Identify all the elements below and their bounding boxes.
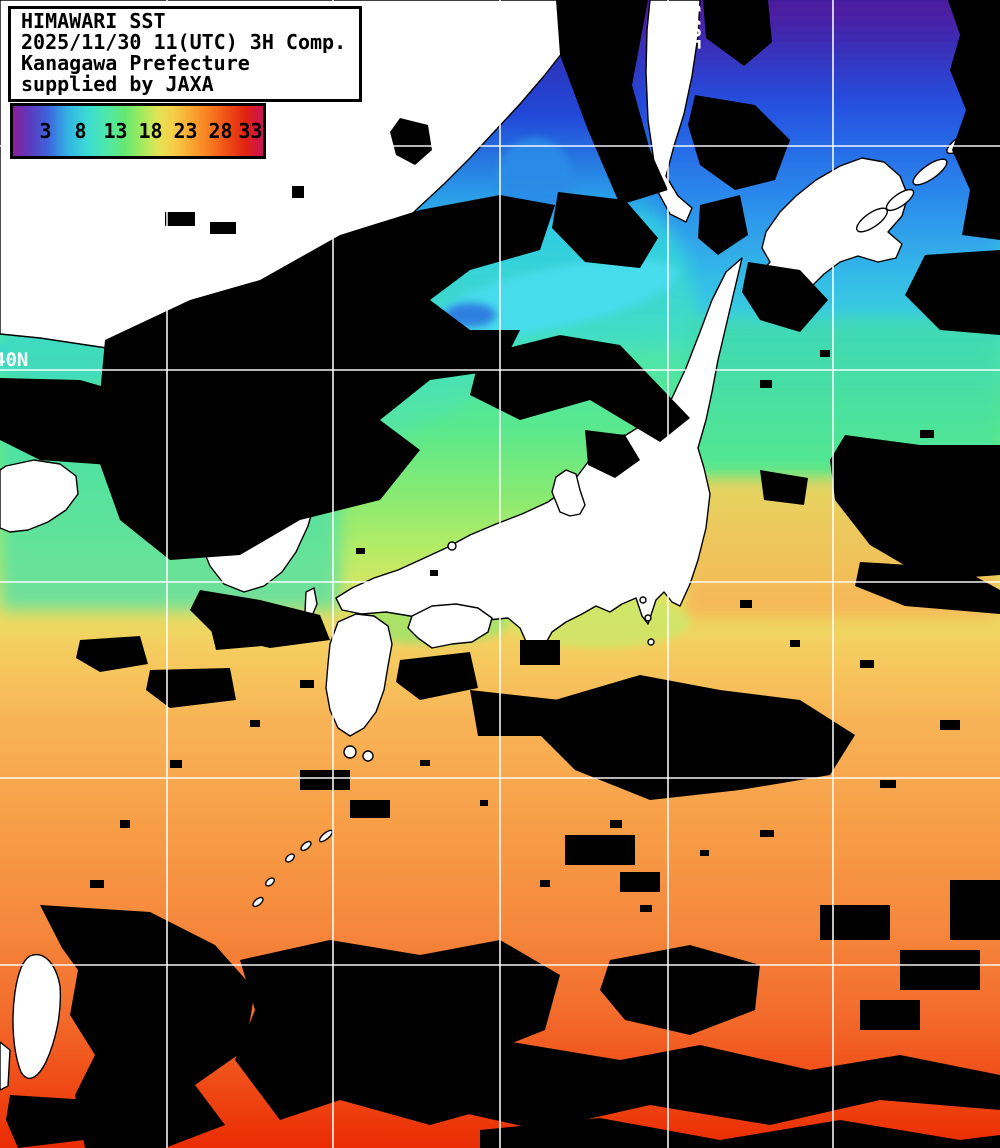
cloud-patch <box>480 1118 1000 1148</box>
datetime-line: 2025/11/30 11(UTC) 3H Comp. <box>21 30 347 54</box>
cloud-patch <box>470 690 560 736</box>
colorbar-tick: 3 <box>39 119 52 143</box>
cloud-patch <box>470 335 690 442</box>
cloud-patch <box>905 250 1000 335</box>
product-title: HIMAWARI SST <box>21 9 166 33</box>
cloud-speck <box>520 640 560 665</box>
cloud-patch <box>688 95 790 190</box>
cloud-patch <box>552 192 658 268</box>
ryukyu-island <box>300 840 312 852</box>
izu-island <box>644 614 652 622</box>
cloud-patch <box>6 1095 90 1148</box>
cloud-patch <box>146 668 236 708</box>
cloud-patch <box>948 0 1000 240</box>
island-oki <box>447 541 457 551</box>
colorbar-tick: 18 <box>138 119 163 143</box>
land-tsushima <box>304 587 318 617</box>
land-honshu <box>335 257 743 659</box>
latitude-label-40n: 40N <box>0 349 28 371</box>
cloud-speck <box>300 770 350 790</box>
land-small-islands <box>0 541 655 1091</box>
land-shikoku <box>407 603 493 649</box>
cloud-patch <box>600 945 760 1035</box>
colorbar-tick: 28 <box>208 119 233 143</box>
cloud-patch <box>210 622 262 650</box>
cold-water-region <box>630 0 1000 348</box>
cloud-speckles <box>90 350 960 912</box>
ryukyu-island <box>265 877 275 887</box>
izu-island <box>647 638 655 646</box>
cloud-patch <box>855 562 1000 614</box>
kuril-island <box>912 158 948 186</box>
cloud-speck <box>620 872 660 892</box>
region-line: Kanagawa Prefecture <box>21 51 250 75</box>
cloud-patch <box>390 1040 1000 1130</box>
land-taiwan <box>12 953 62 1080</box>
cloud-speck <box>900 950 980 990</box>
cloud-speck <box>860 1000 920 1030</box>
cloud-speck <box>950 880 1000 940</box>
cloud-speck <box>820 905 890 940</box>
cloud-patch <box>698 195 748 255</box>
cloud-speck <box>165 212 195 226</box>
ryukyu-island <box>285 853 295 863</box>
kuril-island <box>885 188 915 212</box>
izu-island <box>639 596 647 604</box>
cloud-speck <box>565 835 635 865</box>
cloud-patch <box>585 430 640 478</box>
cloud-patch <box>703 0 772 66</box>
island-tanegashima <box>362 750 374 762</box>
colorbar-tick: 13 <box>103 119 128 143</box>
cloud-patch <box>760 470 808 505</box>
cloud-speck <box>350 800 390 818</box>
cloud-patch <box>742 262 828 332</box>
land-shandong <box>0 459 79 533</box>
cloud-patch <box>556 0 668 205</box>
land-noto-peninsula <box>551 469 586 517</box>
longitude-label-140e: 140E <box>682 4 704 50</box>
land-hokkaido <box>751 157 909 303</box>
cloud-sea-of-japan <box>95 195 555 560</box>
cloud-kuroshio-mass <box>540 675 855 800</box>
cloud-patch <box>76 636 148 672</box>
island-yakushima <box>343 745 357 759</box>
colorbar-gradient <box>13 106 263 156</box>
cloud-patch-on-land <box>390 118 432 165</box>
cloud-speck <box>210 222 236 234</box>
credit-line: supplied by JAXA <box>21 72 214 96</box>
title-box: HIMAWARI SST 2025/11/30 11(UTC) 3H Comp.… <box>8 6 362 102</box>
colorbar-tick: 33 <box>238 119 263 143</box>
land-sakhalin <box>645 0 701 223</box>
sst-colorbar: 3 8 13 18 23 28 33 <box>10 103 266 159</box>
cloud-speck <box>292 186 304 198</box>
cloud-patch <box>830 435 1000 580</box>
ryukyu-island <box>252 896 264 908</box>
colorbar-tick: 23 <box>173 119 198 143</box>
land-kyushu <box>325 613 393 737</box>
colorbar-tick: 8 <box>74 119 87 143</box>
cloud-patch <box>0 378 160 465</box>
ryukyu-island <box>318 829 334 843</box>
cloud-patch <box>396 652 478 700</box>
land-china-coast-sliver <box>0 1041 11 1091</box>
